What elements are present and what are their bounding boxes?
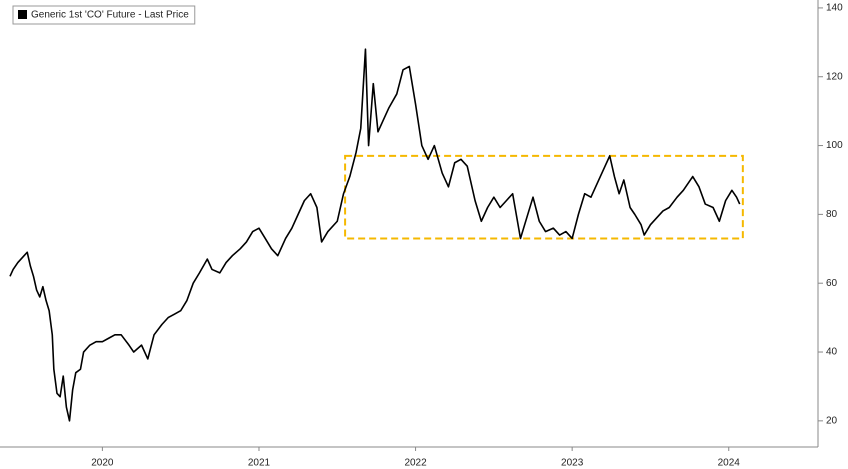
highlight-box [344, 154, 744, 240]
legend-box [12, 5, 196, 25]
y-tick-label: 140 [826, 3, 843, 14]
y-tick-label: 120 [826, 71, 843, 82]
x-tick-label: 2024 [718, 458, 741, 469]
x-tick-label: 2023 [561, 458, 584, 469]
x-tick-label: 2022 [404, 458, 427, 469]
y-tick-label: 80 [826, 209, 838, 220]
price-line [9, 48, 741, 422]
y-tick-label: 60 [826, 278, 838, 289]
legend-swatch [18, 10, 27, 19]
y-tick-label: 40 [826, 347, 838, 358]
x-tick-label: 2021 [248, 458, 271, 469]
legend-label: Generic 1st 'CO' Future - Last Price [31, 10, 189, 21]
y-tick-label: 20 [826, 415, 838, 426]
legend: Generic 1st 'CO' Future - Last Price [12, 5, 196, 25]
y-tick-label: 100 [826, 140, 843, 151]
x-tick-label: 2020 [91, 458, 114, 469]
